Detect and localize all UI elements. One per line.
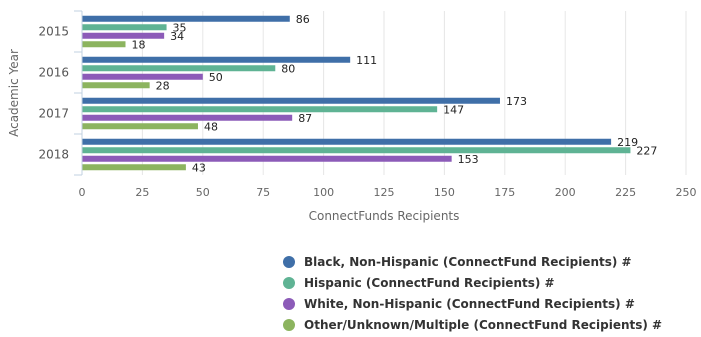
data-label: 87: [298, 112, 312, 125]
bar: [82, 24, 167, 31]
bar: [82, 97, 500, 104]
data-label: 35: [173, 21, 187, 34]
legend-label: Other/Unknown/Multiple (ConnectFund Reci…: [304, 317, 663, 332]
x-tick-label: 100: [313, 186, 334, 199]
legend-swatch: [283, 297, 295, 310]
data-label: 86: [296, 13, 310, 26]
bar: [82, 155, 452, 162]
bars: [82, 15, 631, 171]
data-label: 147: [443, 103, 464, 116]
data-label: 219: [617, 136, 638, 149]
bar: [82, 147, 631, 154]
data-label: 153: [458, 153, 479, 166]
legend-swatch: [283, 318, 295, 331]
bar: [82, 65, 276, 72]
bar: [82, 123, 198, 130]
x-tick-label: 75: [256, 186, 270, 199]
x-tick-label: 200: [555, 186, 576, 199]
legend-item[interactable]: Black, Non-Hispanic (ConnectFund Recipie…: [283, 251, 701, 272]
x-tick-label: 175: [494, 186, 515, 199]
x-tick-label: 0: [79, 186, 86, 199]
x-tick-label: 250: [676, 186, 697, 199]
x-tick-label: 50: [196, 186, 210, 199]
legend-label: Hispanic (ConnectFund Recipients) #: [304, 275, 555, 290]
data-label: 48: [204, 120, 218, 133]
legend: Black, Non-Hispanic (ConnectFund Recipie…: [283, 251, 701, 335]
data-label: 173: [506, 95, 527, 108]
legend-swatch: [283, 255, 295, 268]
gridlines: [141, 11, 687, 175]
data-label: 18: [131, 38, 145, 51]
bar: [82, 15, 290, 22]
y-axis-title: Academic Year: [7, 49, 21, 137]
bar: [82, 73, 203, 80]
legend-label: Black, Non-Hispanic (ConnectFund Recipie…: [304, 254, 632, 269]
bar: [82, 56, 351, 63]
data-label: 111: [356, 54, 377, 67]
bar: [82, 106, 438, 113]
data-label: 80: [281, 62, 295, 75]
y-category-label: 2016: [38, 66, 69, 80]
bar: [82, 32, 165, 39]
y-axis: 2015 2016 2017 2018: [38, 10, 83, 176]
legend-swatch: [283, 276, 295, 289]
legend-item[interactable]: Other/Unknown/Multiple (ConnectFund Reci…: [283, 314, 701, 335]
x-tick-label: 125: [374, 186, 395, 199]
bar: [82, 41, 126, 48]
legend-item[interactable]: Hispanic (ConnectFund Recipients) #: [283, 272, 701, 293]
legend-item[interactable]: White, Non-Hispanic (ConnectFund Recipie…: [283, 293, 701, 314]
bar: [82, 82, 150, 89]
data-label: 43: [192, 161, 206, 174]
x-tick-label: 225: [615, 186, 636, 199]
y-category-label: 2017: [38, 107, 69, 121]
x-axis-ticks: 0 25 50 75 100 125 150 175 200 225 250: [79, 186, 697, 199]
bar: [82, 138, 612, 145]
x-axis-title: ConnectFunds Recipients: [309, 209, 460, 223]
x-tick-label: 150: [434, 186, 455, 199]
bar: [82, 114, 293, 121]
data-label: 34: [170, 30, 184, 43]
y-category-label: 2015: [38, 25, 69, 39]
y-category-label: 2018: [38, 148, 69, 162]
bar: [82, 164, 186, 171]
data-label: 50: [209, 71, 223, 84]
data-label: 227: [636, 144, 657, 157]
legend-label: White, Non-Hispanic (ConnectFund Recipie…: [304, 296, 635, 311]
x-tick-label: 25: [135, 186, 149, 199]
data-label: 28: [156, 79, 170, 92]
